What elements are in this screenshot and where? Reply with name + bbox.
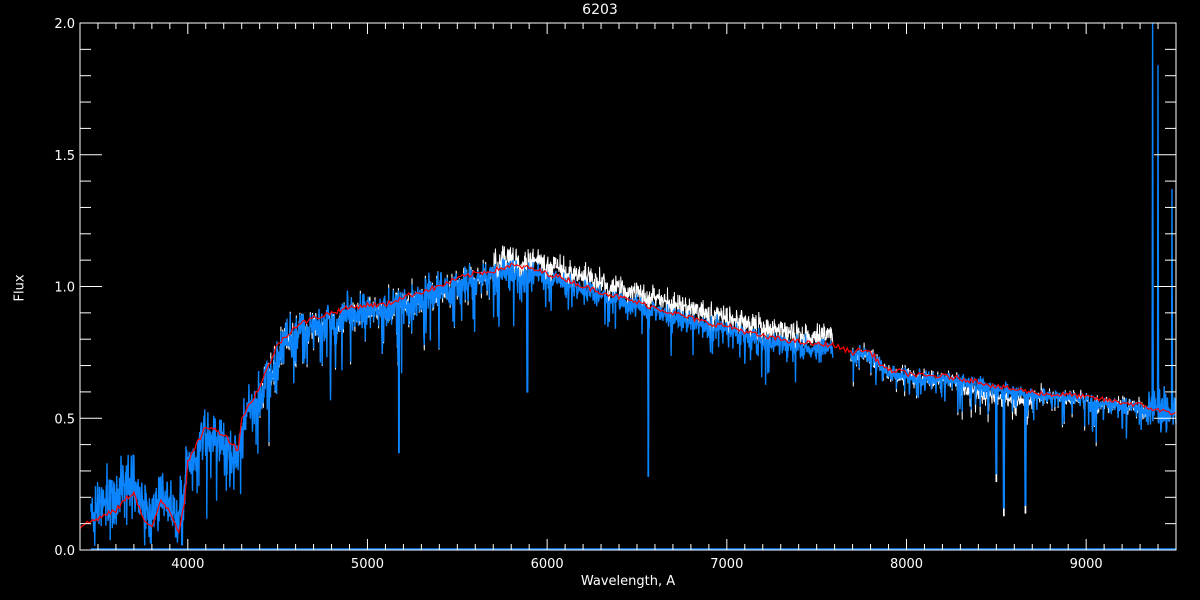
x-tick-label: 7000 — [710, 557, 743, 572]
x-axis-label: Wavelength, A — [580, 574, 676, 589]
y-tick-label: 0.5 — [54, 412, 75, 427]
smoothed-continuum-line — [79, 262, 1177, 535]
plot-frame — [79, 22, 1177, 551]
y-tick-label: 1.5 — [54, 149, 75, 164]
x-tick-label: 9000 — [1070, 557, 1103, 572]
x-tick-label: 5000 — [351, 557, 384, 572]
observed-spectrum-line — [90, 22, 1177, 546]
y-tick-label: 1.0 — [54, 281, 75, 296]
y-tick-label: 2.0 — [54, 17, 75, 32]
model-spectrum-line — [259, 245, 1177, 517]
y-tick-label: 0.0 — [54, 544, 75, 559]
chart-title: 6203 — [582, 2, 618, 18]
x-tick-label: 4000 — [171, 557, 204, 572]
x-tick-label: 8000 — [890, 557, 923, 572]
x-tick-label: 6000 — [531, 557, 564, 572]
